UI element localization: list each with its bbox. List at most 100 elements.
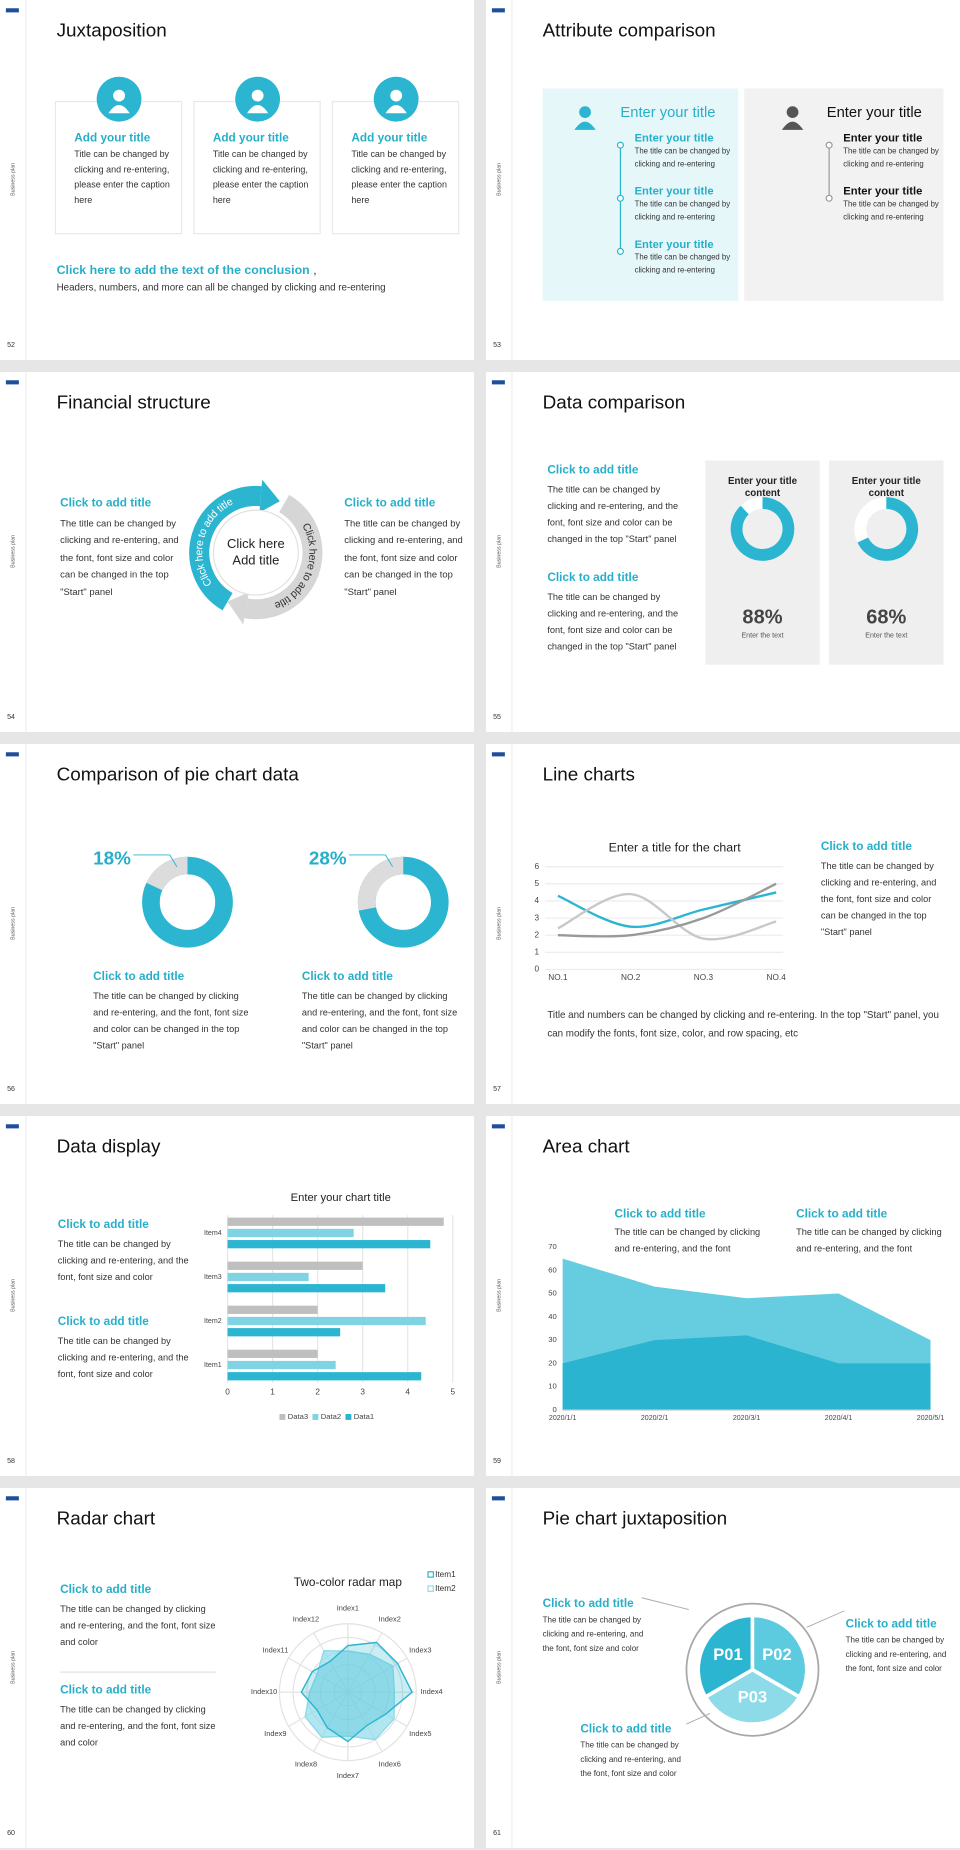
- x-tick-label: 2020/4/1: [825, 1415, 853, 1422]
- slide-content: Business plan 0 1 2 3 4 5 Item1 Item2 Item3 Item4 D…: [0, 1116, 474, 1476]
- slide: Business plan 0 10 20 30 40 50 60 70 2020/1/1 2020…: [486, 1116, 960, 1476]
- card-title: Add your title: [351, 132, 428, 146]
- slide-content: Business plan 0 10 20 30 40 50 60 70 2020/1/1 2020…: [486, 1116, 960, 1476]
- block-text: The title can be changed by clicking and…: [547, 591, 679, 652]
- slide: Business plan Index1 Index2 Index3 Index4 Ind…: [0, 1488, 474, 1848]
- x-tick-label: 2: [315, 1387, 320, 1396]
- panel: [744, 88, 944, 301]
- axis-label: Index7: [337, 1771, 359, 1780]
- dot: [825, 194, 833, 202]
- slide: Business plan 53 Attribute comparison Enter…: [486, 0, 960, 360]
- x-tick-label: 2020/1/1: [549, 1415, 577, 1422]
- axis-label: Index2: [379, 1615, 401, 1624]
- line: [557, 891, 777, 929]
- line: [557, 882, 777, 938]
- block-title: Click to add title: [542, 1597, 634, 1611]
- y-tick-label: 2: [534, 930, 539, 939]
- page-number: 59: [493, 1458, 501, 1466]
- item-text: The title can be changed by clicking and…: [843, 200, 939, 222]
- x-tick-label: 0: [225, 1387, 230, 1396]
- value-label: 28%: [308, 849, 347, 870]
- slide-content: Business plan 0 1 2 3 4 5 6 NO.1 NO.2 NO.3 NO.4 57 Li…: [486, 744, 960, 1104]
- slide-title: Financial structure: [56, 393, 211, 414]
- card-title: Add your title: [212, 132, 289, 146]
- y-tick-label: 0: [534, 965, 539, 974]
- segment-label: P03: [738, 1688, 767, 1706]
- legend-swatch: [279, 1414, 286, 1420]
- bar: [227, 1360, 336, 1370]
- legend-label: Item2: [435, 1584, 456, 1593]
- block-text: The title can be changed by clicking and…: [820, 860, 937, 938]
- value-label: 68%: [866, 605, 907, 629]
- slide-title: Line charts: [542, 765, 635, 786]
- block-title: Click to add title: [547, 464, 639, 478]
- block-text: The title can be changed by clicking and…: [845, 1636, 947, 1674]
- y-tick-label: 3: [534, 913, 539, 922]
- side-label: Business plan: [10, 907, 16, 940]
- x-tick-label: 2020/3/1: [733, 1415, 761, 1422]
- slide-graphics: Business plan 0 1 2 3 4 5 Item1 Item2 Item3 Item4 D…: [5, 1116, 455, 1476]
- y-tick-label: 50: [548, 1289, 557, 1298]
- logo: [5, 380, 19, 385]
- logo: [5, 752, 19, 757]
- side-label: Business plan: [496, 535, 502, 568]
- bar: [227, 1349, 318, 1358]
- logo: [5, 1496, 19, 1501]
- block-text: The title can be changed by clicking and…: [57, 1238, 189, 1283]
- legend-label: Data3: [288, 1412, 308, 1421]
- block-text: The title can be changed by clicking and…: [614, 1226, 761, 1255]
- side-label: Business plan: [10, 1279, 16, 1312]
- slide-graphics: Business plan P01 P02 P03: [491, 1488, 845, 1848]
- block-text: The title can be changed by clicking and…: [547, 484, 679, 545]
- bar: [227, 1305, 318, 1314]
- block-title: Click to add title: [57, 1218, 149, 1232]
- block-title: Click to add title: [820, 840, 912, 854]
- y-tick-label: 20: [548, 1358, 557, 1367]
- y-tick-label: 40: [548, 1312, 557, 1321]
- segment-label: P02: [762, 1646, 791, 1664]
- block-text: The title can be changed by clicking and…: [301, 990, 458, 1051]
- slide-graphics: Business plan 0 10 20 30 40 50 60 70 2020/1/1 2020…: [491, 1116, 944, 1476]
- y-tick-label: 0: [552, 1405, 556, 1414]
- conclusion-line: Click here to add the text of the conclu…: [57, 258, 317, 279]
- block-text: The title can be changed by clicking and…: [93, 990, 249, 1051]
- y-tick-label: 5: [534, 879, 539, 888]
- panel-title: Enter your title: [826, 103, 922, 121]
- legend-swatch: [427, 1585, 434, 1592]
- side-label: Business plan: [496, 1279, 502, 1312]
- y-tick-label: 30: [548, 1335, 557, 1344]
- axis-label: Index6: [379, 1760, 401, 1769]
- logo: [491, 1496, 505, 1501]
- arrow-head: [227, 592, 249, 625]
- donut-arc: [857, 497, 919, 561]
- bar: [227, 1228, 354, 1238]
- chart-title: Enter your chart title: [290, 1191, 391, 1205]
- donut-arc: [730, 497, 795, 561]
- icon: [786, 106, 799, 119]
- page-number: 52: [7, 342, 15, 350]
- panel-title: Enter your title content: [727, 474, 798, 499]
- slide-title: Attribute comparison: [542, 21, 716, 42]
- x-tick-label: NO.4: [767, 973, 787, 982]
- block-title: Click to add title: [60, 1583, 152, 1597]
- dot: [825, 141, 833, 149]
- block-title: Click to add title: [60, 497, 152, 511]
- icon: [251, 89, 264, 102]
- block-text: The title can be changed by clicking and…: [542, 1616, 644, 1653]
- y-tick-label: 1: [534, 947, 539, 956]
- slide-title: Radar chart: [56, 1509, 156, 1530]
- x-tick-label: 2020/2/1: [641, 1415, 669, 1422]
- axis-label: Index8: [295, 1760, 317, 1769]
- connector: [641, 1597, 689, 1611]
- x-tick-label: NO.1: [548, 973, 568, 982]
- y-tick-label: 6: [534, 862, 539, 871]
- caption: Enter the text: [741, 632, 784, 640]
- legend-swatch: [427, 1571, 434, 1578]
- side-label: Business plan: [496, 163, 502, 196]
- slide: Business plan 0 1 2 3 4 5 6 NO.1 NO.2 NO.3 NO.4 57 Li…: [486, 744, 960, 1104]
- block-title: Click to add title: [60, 1683, 152, 1697]
- block-text: The title can be changed by clicking and…: [60, 1703, 216, 1748]
- slide-content: Business plan Index1 Index2 Index3 Index4 Ind…: [0, 1488, 474, 1848]
- block-title: Click to add title: [57, 1315, 149, 1329]
- legend-label: Data2: [321, 1412, 341, 1421]
